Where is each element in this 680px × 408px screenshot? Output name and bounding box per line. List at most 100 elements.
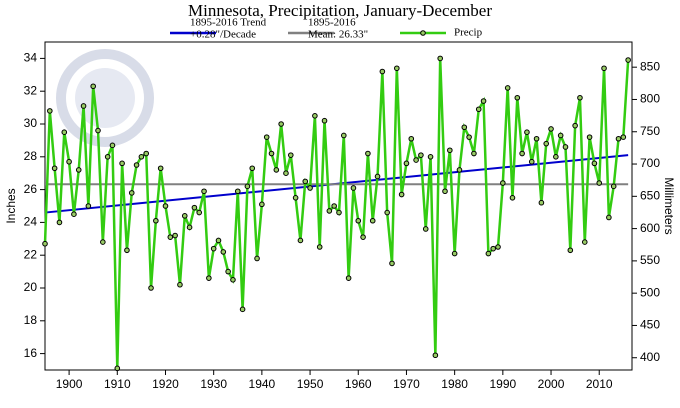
data-point [220,249,227,255]
data-point [181,213,188,219]
data-point [172,232,178,239]
data-point [427,154,434,160]
data-point [413,157,419,163]
data-point [625,57,631,63]
data-point [456,167,463,173]
y2-tick-label: 400 [640,350,660,364]
data-point [500,180,506,186]
data-point [104,154,111,160]
data-point [153,217,159,224]
x-tick-label: 1980 [441,377,468,391]
data-point [389,260,395,267]
data-point [244,183,251,190]
data-point [509,195,516,201]
series [42,55,631,372]
logo-watermark [75,68,135,128]
data-point [528,158,535,165]
data-point [287,152,294,158]
data-point [201,188,207,195]
x-tick-label: 1900 [56,377,83,391]
data-point [148,285,154,291]
data-point [312,113,318,119]
data-point [143,150,150,157]
data-point [51,165,58,172]
y2-tick-label: 600 [640,221,660,235]
data-point [562,144,569,150]
data-point [533,135,540,142]
x-tick-label: 1970 [393,377,420,391]
data-point [350,185,357,191]
data-point [263,134,270,140]
data-point [191,204,198,211]
y-tick-label: 16 [24,346,38,360]
legend-label: 1895-2016 Trend [190,17,267,29]
data-point [345,275,352,281]
data-point [577,94,583,101]
data-point [615,135,622,142]
data-point [374,173,381,180]
data-point [384,209,390,216]
logo-watermark [56,49,154,147]
y2-tick-label: 650 [640,188,660,202]
data-point [548,126,554,132]
data-point [119,160,125,167]
y-tick-label: 18 [24,313,38,327]
data-point [326,208,333,214]
data-point [394,65,400,72]
data-point [133,162,140,168]
data-point [215,237,222,244]
data-point [601,65,607,72]
data-point [283,170,289,176]
data-point [422,226,429,232]
data-point [355,217,362,224]
data-point [341,132,347,139]
data-point [114,365,121,372]
data-point [206,275,212,281]
data-point [95,127,101,134]
y-tick-label: 34 [24,51,38,65]
data-point [606,214,612,221]
data-point [210,245,217,252]
data-point [369,217,376,224]
data-point [230,277,236,283]
data-point [403,160,410,167]
data-point [128,190,135,196]
y-tick-label: 20 [24,280,38,294]
x-tick-label: 1930 [200,377,227,391]
x-tick-label: 1990 [489,377,516,391]
data-point [495,244,501,250]
data-point [331,203,337,209]
data-point [610,183,617,190]
legend-label: Mean: 26.33" [308,29,368,41]
x-tick-label: 2000 [538,377,565,391]
data-point [124,247,130,254]
data-point [254,255,260,262]
y-tick-label: 26 [24,182,38,196]
data-point [379,68,386,75]
x-tick-label: 1920 [152,377,179,391]
data-point [524,129,530,135]
data-point [292,195,299,201]
y-tick-label: 22 [24,247,38,261]
data-point [437,55,443,62]
data-point [514,94,521,101]
x-tick-label: 2010 [586,377,613,391]
data-point [620,134,627,140]
y2-tick-label: 700 [640,156,660,170]
x-tick-label: 1960 [345,377,372,391]
data-point [475,106,482,113]
data-point [557,132,564,139]
data-point [432,352,439,359]
data-point [90,83,96,90]
x-tick-label: 1950 [297,377,324,391]
data-point [307,185,313,191]
data-point [543,140,550,147]
data-point [504,85,511,91]
data-point [47,108,53,114]
data-point [336,209,342,216]
y2-tick-label: 750 [640,124,660,138]
y-axis-label: Inches [4,188,18,223]
data-point [259,201,265,208]
data-point [297,237,304,244]
data-point [109,142,116,149]
